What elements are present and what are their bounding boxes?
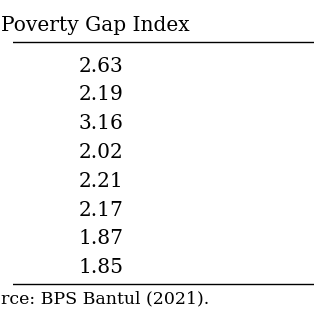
Text: 1.85: 1.85 — [79, 258, 124, 277]
Text: 2.17: 2.17 — [79, 201, 124, 220]
Text: 2.19: 2.19 — [79, 85, 124, 104]
Text: 2.63: 2.63 — [79, 57, 124, 76]
Text: 2.21: 2.21 — [79, 172, 124, 191]
Text: 3.16: 3.16 — [79, 114, 124, 133]
Text: 1.87: 1.87 — [79, 229, 124, 248]
Text: Poverty Gap Index: Poverty Gap Index — [1, 16, 189, 35]
Text: 2.02: 2.02 — [79, 143, 124, 162]
Text: rce: BPS Bantul (2021).: rce: BPS Bantul (2021). — [1, 291, 209, 308]
